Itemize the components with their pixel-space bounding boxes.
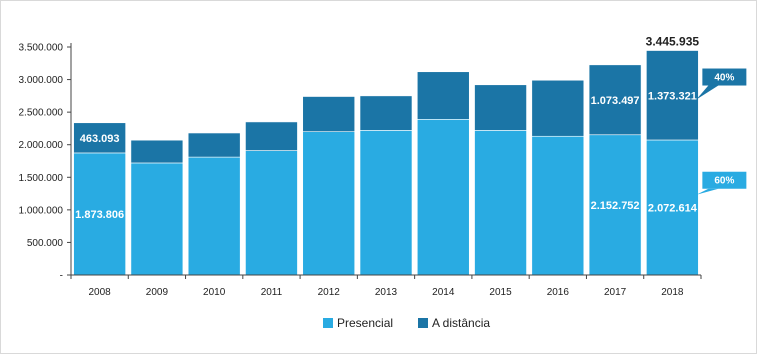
- y-tick-label: 500.000: [27, 238, 64, 249]
- total-label: 3.445.935: [646, 35, 700, 49]
- data-label: 1.873.806: [75, 209, 124, 221]
- bar-a-distancia-2017: [588, 64, 642, 136]
- x-tick-label: 2008: [89, 287, 112, 298]
- bar-a-distancia-2018: [646, 50, 699, 141]
- x-tick-label: 2016: [547, 287, 570, 298]
- x-tick-label: 2010: [203, 287, 226, 298]
- legend-label: Presencial: [337, 316, 393, 330]
- callout-pointer: [696, 85, 719, 100]
- bar-presencial-2009: [130, 162, 184, 276]
- x-tick-label: 2017: [604, 287, 627, 298]
- callout-box: [702, 171, 747, 189]
- y-tick-label: 2.500.000: [19, 108, 64, 119]
- bar-a-distancia-2009: [130, 139, 184, 164]
- x-tick-label: 2015: [489, 287, 512, 298]
- y-tick-label: 3.000.000: [19, 75, 64, 86]
- x-tick-label: 2018: [661, 287, 684, 298]
- bar-a-distancia-2008: [73, 122, 126, 154]
- bar-presencial-2015: [474, 130, 527, 276]
- data-label: 2.152.752: [591, 200, 640, 212]
- bar-a-distancia-2016: [531, 79, 585, 137]
- bar-a-distancia-2013: [359, 95, 413, 131]
- bar-presencial-2010: [187, 156, 241, 276]
- bar-a-distancia-2014: [416, 71, 470, 120]
- y-tick-label: 1.000.000: [19, 205, 64, 216]
- callout-label: 60%: [714, 176, 734, 187]
- callout-label: 40%: [714, 73, 734, 84]
- y-tick-label: 1.500.000: [19, 173, 64, 184]
- x-tick-label: 2012: [318, 287, 341, 298]
- x-tick-label: 2009: [146, 287, 169, 298]
- bar-presencial-2012: [302, 131, 356, 276]
- data-label: 463.093: [80, 133, 120, 145]
- y-tick-label: 2.000.000: [19, 140, 64, 151]
- y-tick-label: -: [60, 271, 63, 282]
- bar-presencial-2011: [245, 150, 298, 276]
- bar-a-distancia-2012: [302, 96, 356, 132]
- bar-a-distancia-2015: [474, 84, 527, 131]
- data-label: 2.072.614: [648, 202, 698, 214]
- legend-label: A distância: [432, 316, 490, 330]
- legend-swatch: [418, 318, 428, 328]
- bar-presencial-2013: [359, 130, 413, 276]
- x-tick-label: 2011: [261, 287, 283, 298]
- bar-a-distancia-2011: [245, 121, 298, 151]
- bar-a-distancia-2010: [187, 132, 241, 158]
- data-label: 1.073.497: [591, 95, 640, 107]
- bar-presencial-2016: [531, 135, 585, 276]
- bar-presencial-2014: [416, 119, 470, 276]
- x-tick-label: 2013: [375, 287, 398, 298]
- bar-presencial-2008: [73, 152, 126, 276]
- callout-box: [702, 68, 747, 86]
- data-label: 1.373.321: [648, 90, 697, 102]
- legend-swatch: [323, 318, 333, 328]
- callout-pointer: [696, 188, 719, 195]
- y-tick-label: 3.500.000: [19, 43, 64, 54]
- x-tick-label: 2014: [432, 287, 455, 298]
